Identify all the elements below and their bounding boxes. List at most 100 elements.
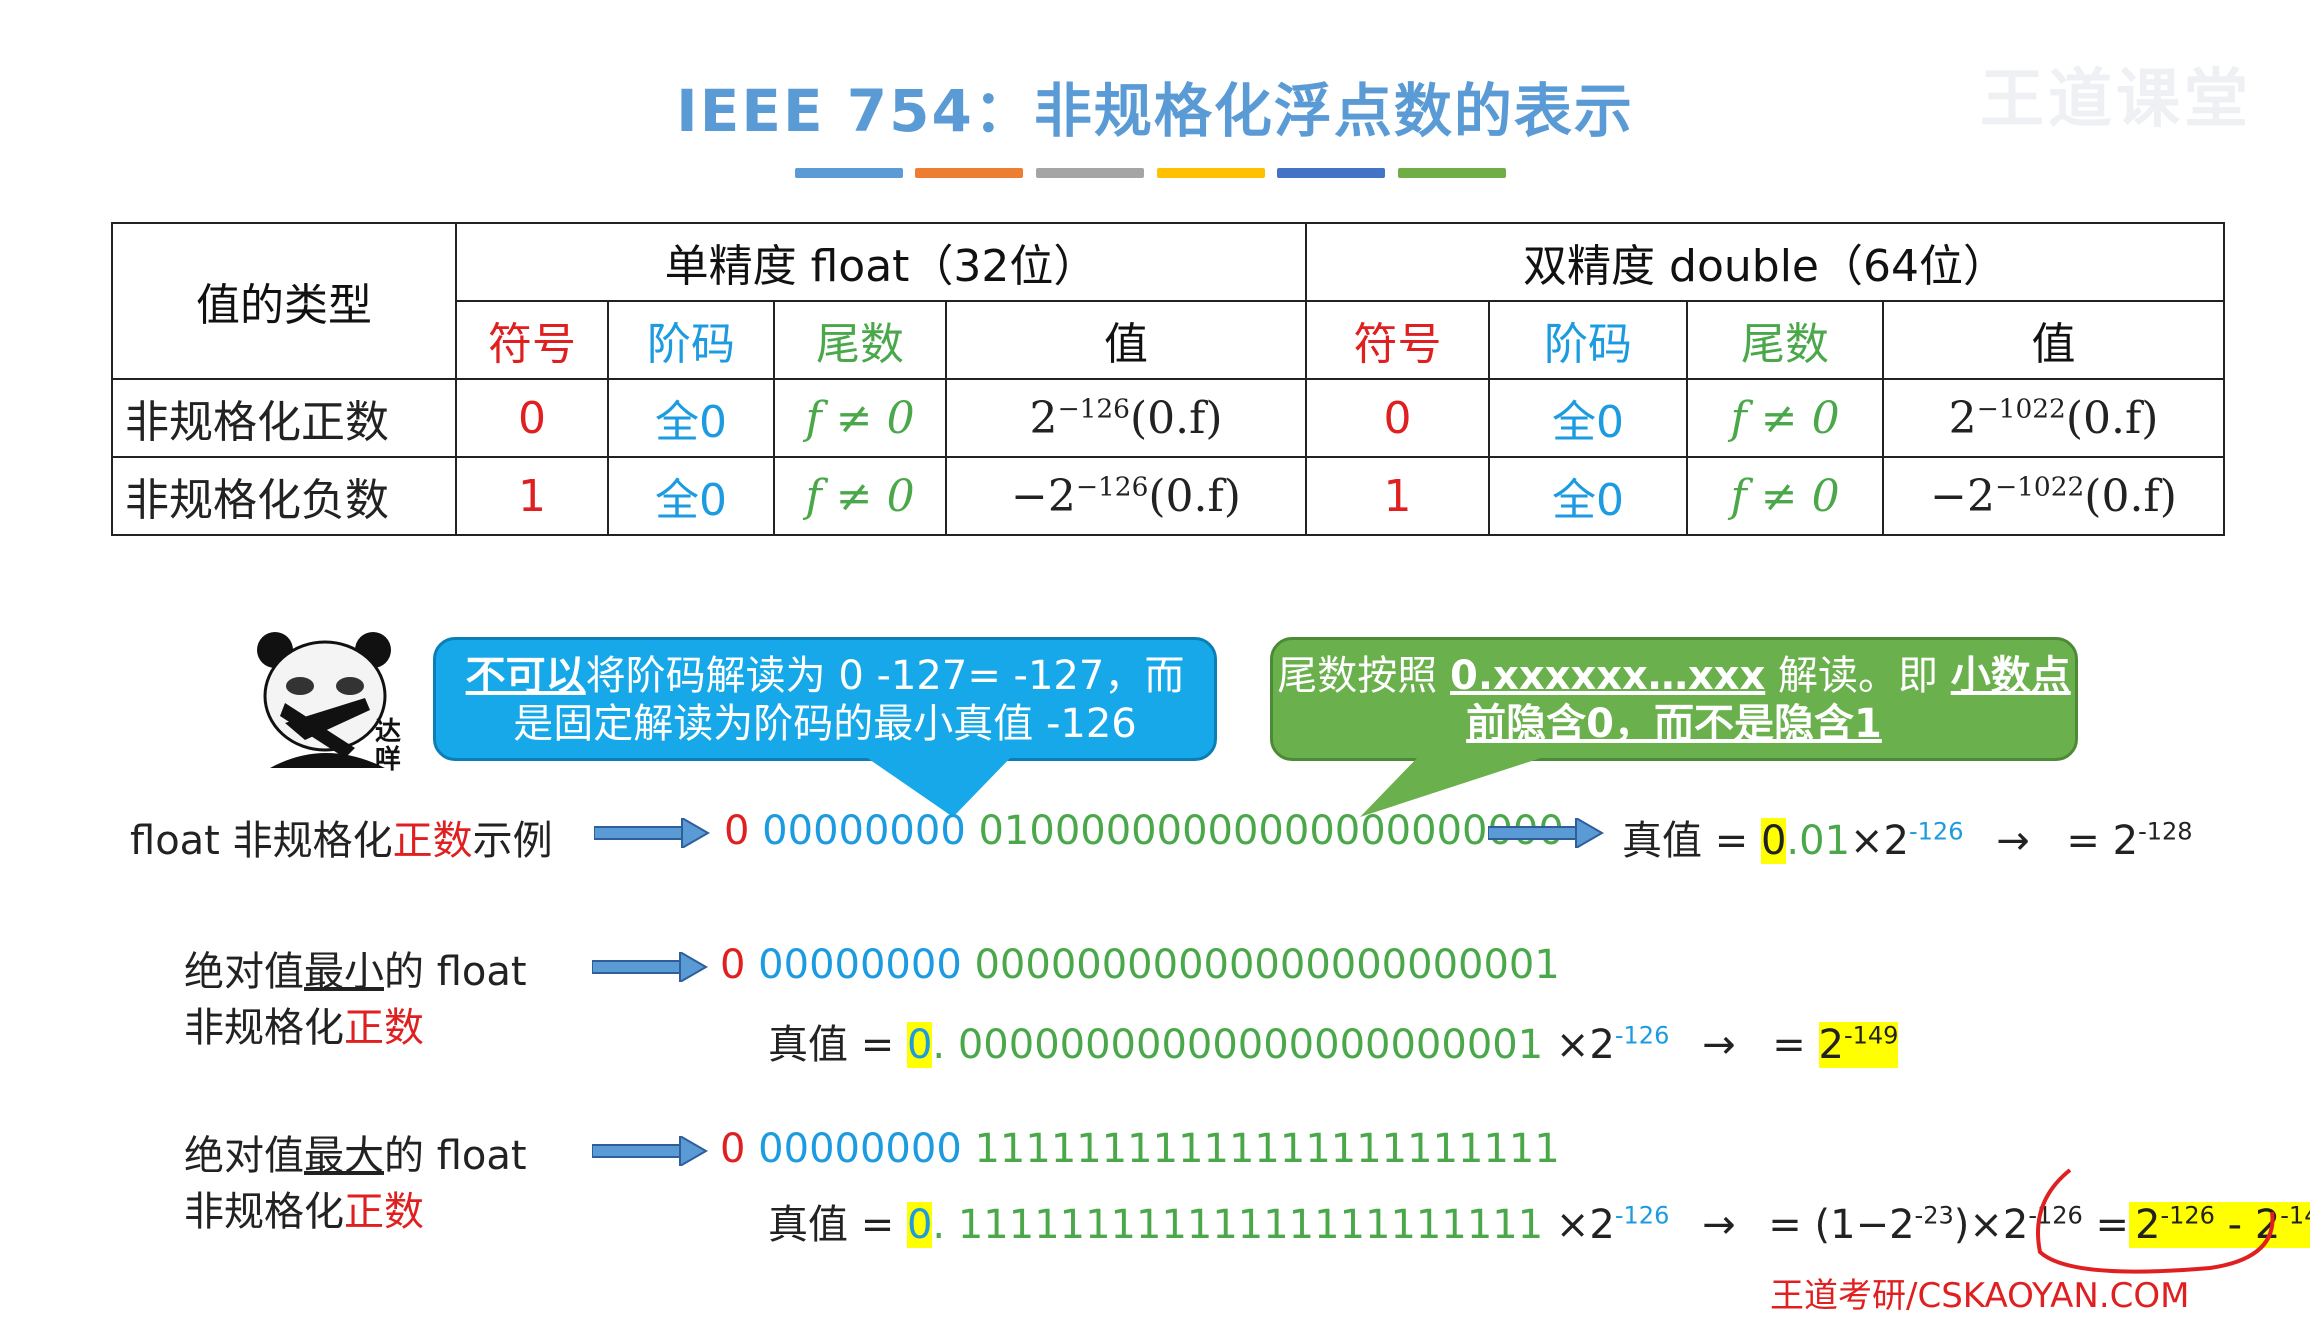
true-value-label: 真值 =	[1622, 818, 1761, 864]
row-label: 非规格化正数	[111, 378, 457, 458]
page-title: IEEE 754：非规格化浮点数的表示	[676, 77, 1634, 145]
sign-bit: 0	[720, 1126, 746, 1172]
green-bubble-tail	[1360, 755, 1550, 817]
exp-cell: 全0	[1488, 378, 1689, 458]
blue-bubble-underlined: 不可以	[465, 653, 586, 699]
hidden-zero: 0	[1760, 818, 1787, 864]
times-two: ×2	[1850, 818, 1909, 864]
result-exp-1: -126	[2160, 1201, 2215, 1230]
mant-cell: f ≠ 0	[773, 378, 947, 458]
value-base: 2	[1948, 392, 1977, 444]
result-exp: -128	[2138, 817, 2193, 846]
single-value-header: 值	[944, 300, 1308, 380]
mant-value: .01	[1786, 818, 1851, 864]
green-bubble-line-1: 尾数按照 0.xxxxxx…xxx 解读。即 小数点	[1273, 652, 2075, 700]
single-sign-header: 符号	[455, 300, 609, 380]
equals: =	[1772, 1022, 1819, 1068]
ieee-table: 值的类型 单精度 float（32位） 双精度 double（64位） 符号 阶…	[111, 222, 2226, 536]
example2-label: 绝对值最小的 float 非规格化正数	[184, 944, 527, 1056]
mant-bits: 01000000000000000000000	[978, 808, 1564, 854]
sign-bit: 0	[720, 942, 746, 988]
type-header: 值的类型	[111, 222, 457, 380]
example1-label-red: 正数	[392, 818, 473, 864]
exp-bits: 00000000	[758, 942, 962, 988]
example1-label: float 非规格化正数示例	[130, 808, 553, 866]
value-suffix: (0.f)	[2084, 470, 2177, 522]
arrow-right-icon	[592, 1136, 708, 1166]
exp-cell: 全0	[607, 456, 775, 536]
exp-bits: 00000000	[758, 1126, 962, 1172]
value-exp: −1022	[1995, 470, 2085, 502]
result-highlight: 2-149	[1818, 1022, 1899, 1068]
double-precision-header: 双精度 double（64位）	[1305, 222, 2226, 302]
hidden-zero: 0	[906, 1022, 933, 1068]
color-bar-3	[1036, 168, 1144, 178]
exponent: -126	[1614, 1201, 1670, 1230]
label-red: 正数	[344, 1189, 424, 1235]
green-bubble-middle: 解读。即	[1765, 653, 1951, 699]
label-underlined: 最大	[304, 1133, 384, 1179]
mant-bits: 11111111111111111111111	[974, 1126, 1560, 1172]
color-bar-1	[795, 168, 903, 178]
label-b: 的 float	[384, 949, 527, 995]
result-base-1: 2	[2135, 1202, 2161, 1248]
red-circle-annotation	[2036, 1168, 2275, 1274]
green-bubble-underline-2: 前隐含0，而不是隐含1	[1466, 701, 1882, 747]
green-bubble-prefix: 尾数按照	[1277, 653, 1451, 699]
label-red: 正数	[344, 1005, 424, 1051]
mant-cell: f ≠ 0	[773, 456, 947, 536]
equals: =	[2095, 1202, 2130, 1248]
green-bubble-body: 尾数按照 0.xxxxxx…xxx 解读。即 小数点 前隐含0，而不是隐含1	[1270, 637, 2078, 761]
label-underlined: 最小	[304, 949, 384, 995]
footer-text: 王道考研/CSKAOYAN.COM	[1770, 1276, 2190, 1316]
panda-icon	[257, 632, 391, 768]
example1-bits: 0 00000000 01000000000000000000000	[724, 808, 1564, 854]
label-a: 绝对值	[184, 949, 304, 995]
result-highlight: 2-126 - 2-149	[2129, 1202, 2310, 1248]
label-c: 非规格化	[184, 1005, 344, 1051]
example2-true-value: 真值 = 0. 00000000000000000000001 ×2-126 →…	[768, 1012, 1899, 1070]
result-exp-2: -149	[2280, 1201, 2310, 1230]
blue-speech-bubble: 不可以将阶码解读为 0 -127= -127，而 是固定解读为阶码的最小真值 -…	[433, 637, 1217, 817]
true-value-label: 真值 =	[768, 1202, 907, 1248]
example1-true-value: 真值 = 0.01×2-126 → = 2-128	[1622, 808, 2193, 866]
value-exp: −126	[1075, 470, 1149, 502]
mant-value: 11111111111111111111111	[957, 1202, 1544, 1248]
double-value-header: 值	[1882, 300, 2226, 380]
mant-cell: f ≠ 0	[1686, 378, 1885, 458]
value-base: 2	[1029, 392, 1058, 444]
result: 2	[1818, 1022, 1844, 1068]
green-bubble-underline-1: 小数点	[1950, 653, 2071, 699]
value-cell: 2−1022(0.f)	[1882, 378, 2226, 458]
value-exp: −126	[1057, 392, 1130, 424]
dot: .	[932, 1202, 946, 1248]
double-sign-header: 符号	[1305, 300, 1491, 380]
arrow-right-icon	[1488, 818, 1604, 848]
result: = 2	[2066, 818, 2139, 864]
label-b: 的 float	[384, 1133, 527, 1179]
times-two: ×2	[1555, 1202, 1615, 1248]
value-exp: −1022	[1976, 392, 2066, 424]
arrow-icon: →	[1996, 818, 2030, 864]
exponent: -126	[1909, 817, 1964, 846]
mant-cell: f ≠ 0	[1686, 456, 1885, 536]
label-c: 非规格化	[184, 1189, 344, 1235]
table-row: 非规格化负数 1 全0 f ≠ 0 −2−126(0.f) 1 全0 f ≠ 0…	[111, 456, 2226, 536]
arrow-right-icon	[592, 952, 708, 982]
example3-bits: 0 00000000 11111111111111111111111	[720, 1126, 1560, 1172]
blue-bubble-body: 不可以将阶码解读为 0 -127= -127，而 是固定解读为阶码的最小真值 -…	[433, 637, 1217, 761]
value-base: −2	[1930, 470, 1995, 522]
green-speech-bubble: 尾数按照 0.xxxxxx…xxx 解读。即 小数点 前隐含0，而不是隐含1	[1270, 637, 2078, 817]
meme-caption: 达咩	[375, 717, 402, 775]
value-suffix: (0.f)	[1148, 470, 1241, 522]
example2-bits: 0 00000000 00000000000000000000001	[720, 942, 1560, 988]
value-base: −2	[1011, 470, 1076, 522]
blue-bubble-tail	[863, 755, 1013, 817]
table-row: 非规格化正数 0 全0 f ≠ 0 2−126(0.f) 0 全0 f ≠ 0 …	[111, 378, 2226, 458]
exp-cell: 全0	[607, 378, 775, 458]
single-exp-header: 阶码	[607, 300, 775, 380]
example3-label-line1: 绝对值最大的 float	[184, 1128, 527, 1184]
label-a: 绝对值	[184, 1133, 304, 1179]
exponent: -126	[1614, 1021, 1670, 1050]
example1-label-a: float 非规格化	[130, 818, 393, 864]
